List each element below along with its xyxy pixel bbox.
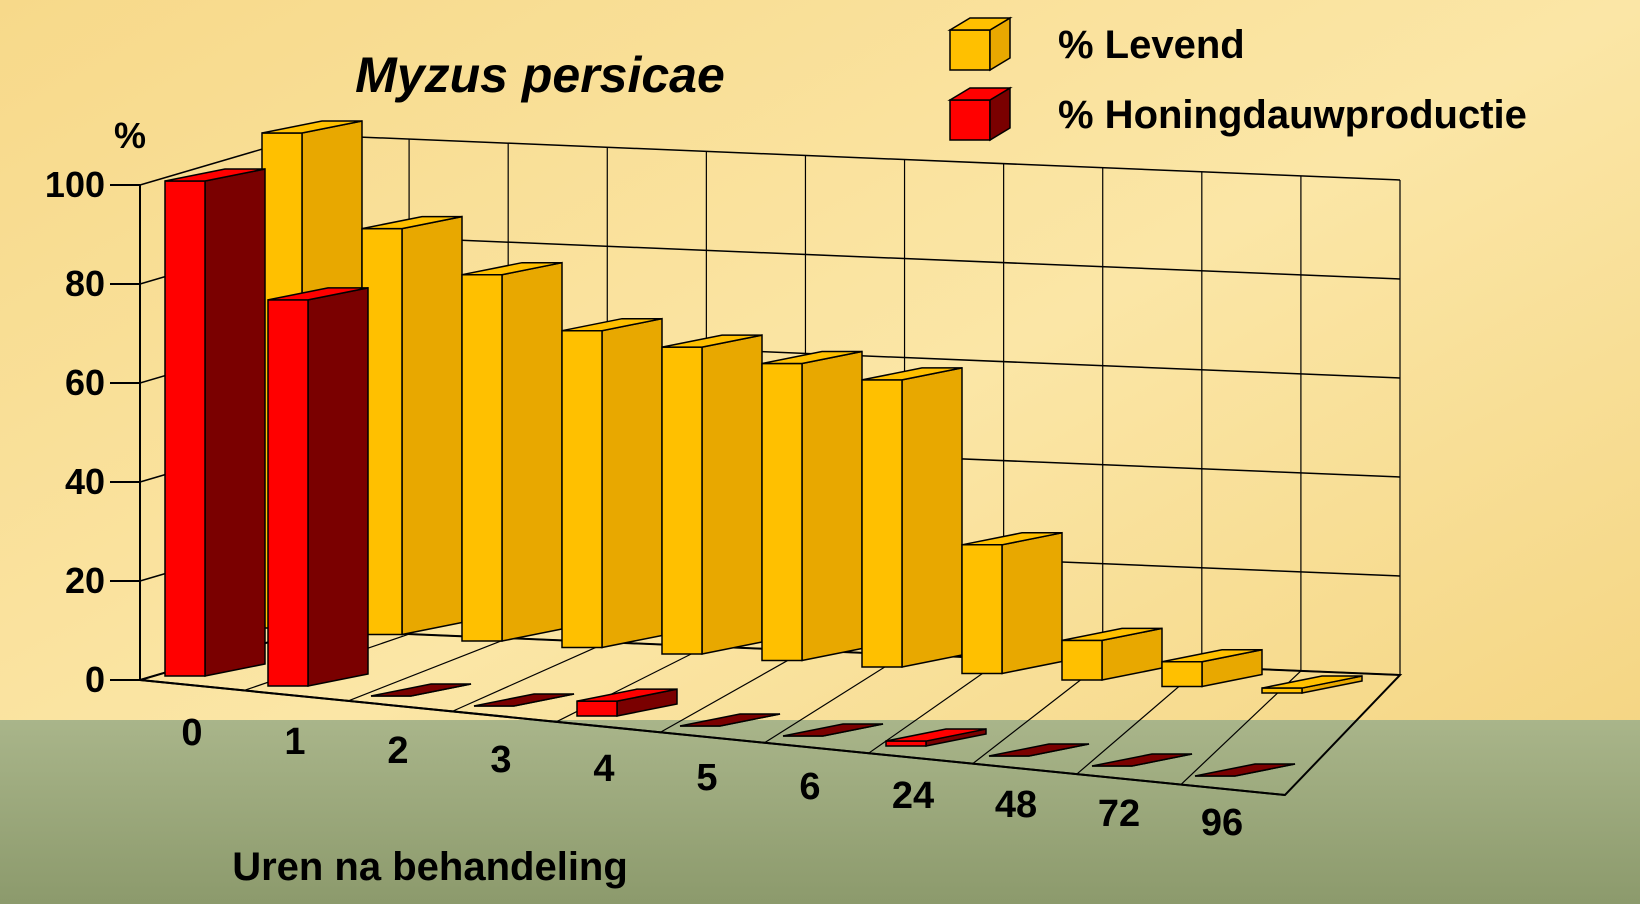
bar-front — [462, 275, 502, 641]
legend-swatch — [950, 30, 990, 70]
bar-front — [862, 380, 902, 667]
bar — [862, 368, 962, 667]
bar — [762, 352, 862, 661]
y-tick-label: 20 — [65, 560, 105, 601]
bar-front — [1162, 662, 1202, 687]
x-tick-label: 72 — [1098, 793, 1140, 835]
bar — [165, 169, 265, 676]
bar-front — [562, 331, 602, 648]
bar-side — [502, 263, 562, 641]
bar-side — [1002, 533, 1062, 674]
x-tick-label: 48 — [995, 784, 1037, 826]
bar-side — [902, 368, 962, 667]
bar-front — [962, 545, 1002, 674]
bar-side — [402, 217, 462, 635]
bar — [962, 533, 1062, 674]
y-axis-label: % — [114, 115, 146, 156]
x-tick-label: 4 — [593, 748, 614, 790]
y-tick-label: 0 — [85, 659, 105, 700]
x-tick-label: 0 — [181, 712, 202, 754]
bar-front — [577, 701, 617, 716]
bar — [362, 217, 462, 635]
bar-front — [1062, 640, 1102, 680]
x-tick-label: 96 — [1201, 802, 1243, 844]
page: {"chart_data":{"type":"bar3d","title":"M… — [0, 0, 1640, 904]
x-axis-label: Uren na behandeling — [232, 845, 628, 889]
x-tick-label: 1 — [284, 721, 305, 763]
legend-label: % Levend — [1058, 23, 1245, 67]
bar — [662, 335, 762, 654]
y-tick-label: 60 — [65, 362, 105, 403]
x-tick-label: 24 — [892, 775, 934, 817]
bar-front — [165, 181, 205, 676]
legend-label: % Honingdauwproductie — [1058, 93, 1527, 137]
y-tick-label: 100 — [45, 164, 105, 205]
bar-front — [268, 300, 308, 686]
x-tick-label: 6 — [799, 766, 820, 808]
x-tick-label: 2 — [387, 730, 408, 772]
y-tick-label: 80 — [65, 263, 105, 304]
chart-title: Myzus persicae — [355, 47, 725, 103]
bar — [268, 288, 368, 686]
bar-side — [802, 352, 862, 661]
bar-side — [308, 288, 368, 686]
x-tick-label: 3 — [490, 739, 511, 781]
bar-side — [702, 335, 762, 654]
bar-front — [762, 364, 802, 661]
bar-side — [205, 169, 265, 676]
bar-side — [602, 319, 662, 648]
x-tick-label: 5 — [696, 757, 717, 799]
legend-swatch — [950, 100, 990, 140]
y-tick-label: 40 — [65, 461, 105, 502]
chart: Myzus persicae % Uren na behandeling 020… — [0, 0, 1640, 904]
bar-front — [662, 347, 702, 654]
bar — [562, 319, 662, 648]
bar — [462, 263, 562, 641]
